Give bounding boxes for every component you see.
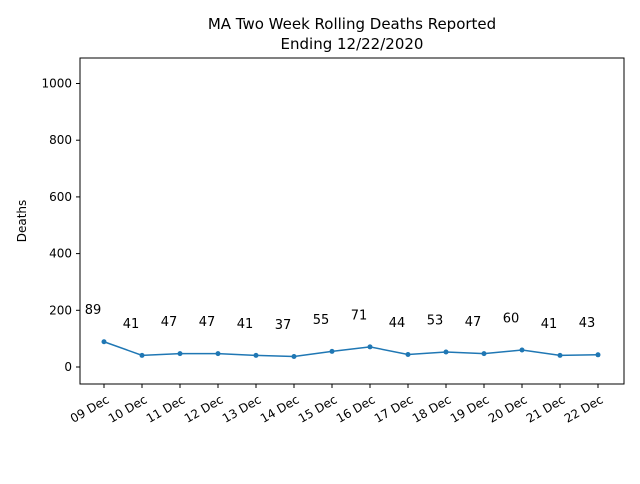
data-point [595,352,601,358]
series-layer [101,339,601,360]
data-point [557,352,563,358]
chart-title: MA Two Week Rolling Deaths Reported [208,15,496,33]
y-tick-label: 0 [64,360,72,374]
data-label: 43 [579,316,596,331]
y-axis-ticks: 0 200 400 600 800 1000 [41,77,80,374]
x-tick-label: 17 Dec [372,392,416,425]
y-tick-label: 200 [49,303,72,317]
data-point [481,351,487,357]
x-tick-label: 22 Dec [562,392,606,425]
x-tick-label: 13 Dec [220,392,264,425]
data-label: 44 [389,316,406,331]
x-tick-label: 09 Dec [68,392,112,425]
x-tick-label: 10 Dec [106,392,150,425]
x-tick-label: 12 Dec [182,392,226,425]
data-point [253,352,259,358]
y-tick-label: 800 [49,133,72,147]
data-label: 47 [161,315,178,330]
data-point [329,348,335,354]
data-label: 47 [199,315,216,330]
x-tick-label: 21 Dec [524,392,568,425]
data-label: 55 [313,313,330,328]
data-point [215,351,221,357]
plot-frame [79,57,625,385]
data-point [367,344,373,350]
data-point [177,351,183,357]
x-tick-label: 14 Dec [258,392,302,425]
data-label: 41 [541,317,558,332]
x-tick-label: 16 Dec [334,392,378,425]
data-point [139,352,145,358]
y-tick-label: 400 [49,247,72,261]
data-label-layer: 89 41 47 47 41 37 55 71 44 53 47 60 41 43 [85,303,596,333]
data-label: 41 [123,317,140,332]
data-point [291,354,297,360]
data-point [443,349,449,355]
chart-subtitle: Ending 12/22/2020 [281,35,424,53]
data-label: 71 [351,308,368,323]
x-tick-label: 18 Dec [410,392,454,425]
y-axis-label: Deaths [15,200,29,243]
x-tick-label: 11 Dec [144,392,188,425]
x-tick-label: 20 Dec [486,392,530,425]
y-tick-label: 600 [49,190,72,204]
x-tick-label: 15 Dec [296,392,340,425]
x-tick-label: 19 Dec [448,392,492,425]
data-label: 37 [275,318,292,333]
data-label: 89 [85,303,102,318]
data-point [519,347,525,353]
data-label: 53 [427,313,444,328]
y-tick-label: 1000 [41,77,72,91]
data-label: 60 [503,311,520,326]
series-line [103,341,599,358]
data-point [101,339,107,345]
data-label: 41 [237,317,254,332]
data-point [405,352,411,358]
data-label: 47 [465,315,482,330]
